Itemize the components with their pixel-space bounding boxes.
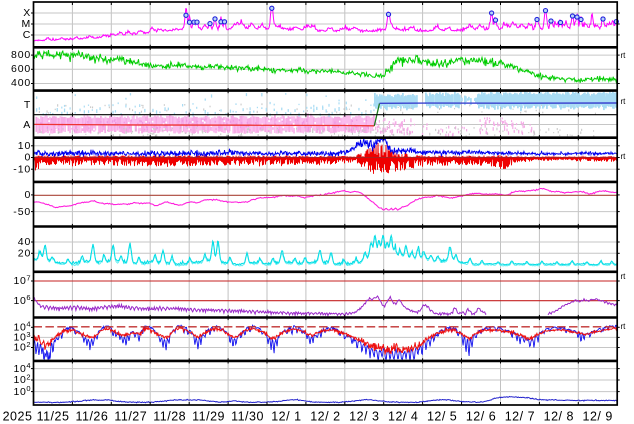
- svg-text:12/ 9: 12/ 9: [583, 409, 613, 423]
- svg-text:11/27: 11/27: [114, 409, 147, 423]
- svg-text:rt: rt: [621, 272, 627, 281]
- svg-text:12/ 2: 12/ 2: [310, 409, 340, 423]
- svg-text:107: 107: [14, 273, 32, 287]
- svg-text:12/ 8: 12/ 8: [544, 409, 574, 423]
- svg-text:rt: rt: [621, 152, 627, 161]
- svg-text:103: 103: [14, 330, 32, 344]
- svg-text:11/26: 11/26: [75, 409, 108, 423]
- svg-text:104: 104: [14, 320, 32, 334]
- svg-text:10: 10: [18, 140, 31, 152]
- svg-text:-10: -10: [13, 163, 31, 175]
- svg-text:rt: rt: [621, 322, 627, 331]
- svg-text:400: 400: [11, 77, 31, 89]
- svg-text:40: 40: [18, 236, 31, 248]
- svg-text:11/29: 11/29: [192, 409, 225, 423]
- svg-text:0: 0: [24, 152, 31, 164]
- svg-text:-50: -50: [13, 206, 31, 218]
- svg-text:2025: 2025: [3, 409, 33, 423]
- svg-text:102: 102: [14, 372, 32, 386]
- svg-text:11/25: 11/25: [37, 409, 70, 423]
- svg-text:11/30: 11/30: [231, 409, 264, 423]
- svg-text:12/ 6: 12/ 6: [466, 409, 496, 423]
- svg-text:20: 20: [18, 248, 31, 260]
- svg-text:11/28: 11/28: [153, 409, 186, 423]
- svg-text:12/ 4: 12/ 4: [388, 409, 418, 423]
- svg-text:104: 104: [14, 361, 32, 375]
- svg-text:12/ 1: 12/ 1: [271, 409, 301, 423]
- svg-text:106: 106: [14, 293, 32, 307]
- svg-text:800: 800: [11, 49, 31, 61]
- svg-text:A: A: [23, 119, 31, 131]
- svg-text:12/ 5: 12/ 5: [427, 409, 457, 423]
- svg-text:100: 100: [14, 384, 32, 398]
- svg-text:rt: rt: [621, 51, 627, 60]
- svg-text:T: T: [24, 99, 31, 111]
- svg-text:102: 102: [14, 340, 32, 354]
- svg-text:X: X: [23, 7, 31, 19]
- svg-text:M: M: [22, 18, 32, 30]
- svg-text:C: C: [23, 29, 31, 41]
- svg-text:rt: rt: [621, 97, 627, 106]
- svg-text:0: 0: [24, 189, 31, 201]
- svg-text:600: 600: [11, 63, 31, 75]
- svg-text:12/ 7: 12/ 7: [505, 409, 535, 423]
- svg-text:12/ 3: 12/ 3: [349, 409, 379, 423]
